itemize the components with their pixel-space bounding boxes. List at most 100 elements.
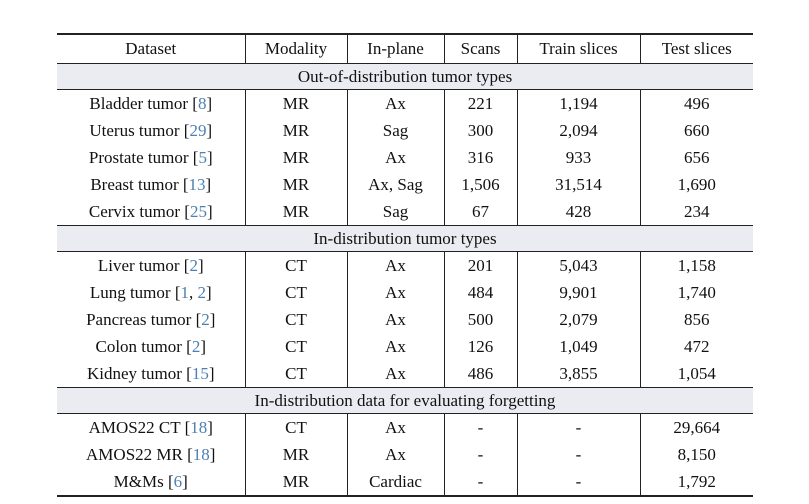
table-row: Prostate tumor [5] MR Ax 316 933 656 bbox=[57, 144, 753, 171]
modality-cell: MR bbox=[245, 171, 348, 198]
test-slices-cell: 1,792 bbox=[677, 471, 716, 491]
dataset-cell: Prostate tumor [5] bbox=[57, 144, 246, 171]
dataset-cell: Uterus tumor [29] bbox=[57, 117, 246, 144]
table-row: AMOS22 CT [18] CT Ax - -29,664 bbox=[57, 413, 753, 441]
scans-cell: 67 bbox=[444, 198, 518, 226]
scans-cell: - bbox=[444, 441, 518, 468]
train-slices-cell: 2,094 bbox=[517, 117, 641, 144]
modality-cell: MR bbox=[245, 441, 348, 468]
test-slices-cell: 1,158 bbox=[677, 255, 716, 275]
modality-cell: CT bbox=[245, 413, 348, 441]
scans-cell: 300 bbox=[444, 117, 518, 144]
scans-cell: 221 bbox=[444, 89, 518, 117]
citation-link[interactable]: 5 bbox=[198, 147, 207, 167]
column-header-in-plane: In-plane bbox=[347, 34, 445, 64]
section-band-title: In-distribution data for evaluating forg… bbox=[57, 387, 753, 414]
dataset-cell: Lung tumor [1, 2] bbox=[57, 279, 246, 306]
train-slices-cell: 9,901 bbox=[517, 279, 641, 306]
modality-cell: CT bbox=[245, 279, 348, 306]
test-slices-cell: 660 bbox=[684, 120, 710, 140]
table-row: Liver tumor [2] CT Ax 201 5,043 1,158 bbox=[57, 251, 753, 279]
dataset-cell: Pancreas tumor [2] bbox=[57, 306, 246, 333]
in-plane-cell: Ax bbox=[347, 251, 445, 279]
in-plane-cell: Ax, Sag bbox=[347, 171, 445, 198]
in-plane-cell: Ax bbox=[347, 441, 445, 468]
modality-cell: MR bbox=[245, 89, 348, 117]
train-slices-cell: 3,855 bbox=[517, 360, 641, 388]
train-slices-cell: 933 bbox=[517, 144, 641, 171]
citation-link[interactable]: 18 bbox=[192, 444, 210, 464]
table-row: Breast tumor [13] MR Ax, Sag 1,506 31,514 1,6… bbox=[57, 171, 753, 198]
table-row: Colon tumor [2] CT Ax 126 1,049 472 bbox=[57, 333, 753, 360]
citation-link[interactable]: 2 bbox=[201, 309, 210, 329]
dataset-cell: AMOS22 MR [18] bbox=[57, 441, 246, 468]
train-slices-cell: 2,079 bbox=[517, 306, 641, 333]
table-row: Uterus tumor [29] MR Sag 300 2,094 660 bbox=[57, 117, 753, 144]
section-band-row: In-distribution data for evaluating forg… bbox=[57, 387, 753, 414]
citation-link[interactable]: 29 bbox=[189, 120, 207, 140]
dataset-cell: Liver tumor [2] bbox=[57, 251, 246, 279]
section-band-title: Out-of-distribution tumor types bbox=[57, 63, 753, 90]
dataset-cell: Colon tumor [2] bbox=[57, 333, 246, 360]
modality-cell: MR bbox=[245, 468, 348, 496]
test-slices-cell: 856 bbox=[684, 309, 710, 329]
citation-link[interactable]: 2 bbox=[191, 336, 201, 356]
citation-link[interactable]: 8 bbox=[197, 93, 207, 113]
citation-link[interactable]: 18 bbox=[190, 417, 208, 437]
scans-cell: 316 bbox=[444, 144, 518, 171]
train-slices-cell: - bbox=[517, 468, 641, 496]
in-plane-cell: Ax bbox=[347, 306, 445, 333]
dataset-cell: Breast tumor [13] bbox=[57, 171, 246, 198]
table-row: AMOS22 MR [18] MR Ax - -8,150 bbox=[57, 441, 753, 468]
test-slices-cell: 472 bbox=[684, 336, 710, 356]
dataset-statistics-table: Dataset Modality In-plane Scans Train sl… bbox=[57, 33, 753, 497]
in-plane-cell: Ax bbox=[347, 279, 445, 306]
train-slices-cell: 1,194 bbox=[517, 89, 641, 117]
train-slices-cell: 428 bbox=[517, 198, 641, 226]
citation-link[interactable]: 2 bbox=[197, 282, 206, 302]
test-slices-cell: 496 bbox=[684, 93, 710, 113]
test-slices-cell: 656 bbox=[684, 147, 710, 167]
modality-cell: MR bbox=[245, 198, 348, 226]
modality-cell: CT bbox=[245, 251, 348, 279]
column-header-dataset: Dataset bbox=[57, 34, 246, 64]
in-plane-cell: Ax bbox=[347, 144, 445, 171]
section-band-title: In-distribution tumor types bbox=[57, 225, 753, 252]
scans-cell: - bbox=[444, 468, 518, 496]
citation-link[interactable]: 25 bbox=[189, 201, 207, 221]
modality-cell: MR bbox=[245, 144, 348, 171]
column-header-modality: Modality bbox=[245, 34, 348, 64]
citation-link[interactable]: 2 bbox=[189, 255, 198, 275]
table-row: M&Ms [6] MR Cardiac - -1,792 bbox=[57, 468, 753, 496]
test-slices-cell: 1,690 bbox=[677, 174, 716, 194]
table-row: Cervix tumor [25] MR Sag 67 428 234 bbox=[57, 198, 753, 226]
in-plane-cell: Sag bbox=[347, 198, 445, 226]
table-row: Lung tumor [1, 2] CT Ax 484 9,901 1,740 bbox=[57, 279, 753, 306]
dataset-cell: AMOS22 CT [18] bbox=[57, 413, 246, 441]
table-row: Kidney tumor [15] CT Ax 486 3,855 1,054 bbox=[57, 360, 753, 388]
train-slices-cell: 5,043 bbox=[517, 251, 641, 279]
test-slices-cell: 234 bbox=[684, 201, 710, 221]
scans-cell: 201 bbox=[444, 251, 518, 279]
dataset-cell: Bladder tumor [8] bbox=[57, 89, 246, 117]
citation-link[interactable]: 1 bbox=[180, 282, 189, 302]
modality-cell: CT bbox=[245, 360, 348, 388]
scans-cell: - bbox=[444, 413, 518, 441]
citation-link[interactable]: 13 bbox=[188, 174, 206, 194]
modality-cell: CT bbox=[245, 333, 348, 360]
citation-link[interactable]: 15 bbox=[191, 363, 209, 383]
scans-cell: 500 bbox=[444, 306, 518, 333]
train-slices-cell: - bbox=[517, 441, 641, 468]
scans-cell: 486 bbox=[444, 360, 518, 388]
modality-cell: MR bbox=[245, 117, 348, 144]
in-plane-cell: Ax bbox=[347, 413, 445, 441]
citation-link[interactable]: 6 bbox=[173, 471, 183, 491]
test-slices-cell: 8,150 bbox=[677, 444, 716, 464]
train-slices-cell: 31,514 bbox=[517, 171, 641, 198]
in-plane-cell: Sag bbox=[347, 117, 445, 144]
dataset-cell: Kidney tumor [15] bbox=[57, 360, 246, 388]
column-header-scans: Scans bbox=[444, 34, 518, 64]
scans-cell: 1,506 bbox=[444, 171, 518, 198]
train-slices-cell: - bbox=[517, 413, 641, 441]
